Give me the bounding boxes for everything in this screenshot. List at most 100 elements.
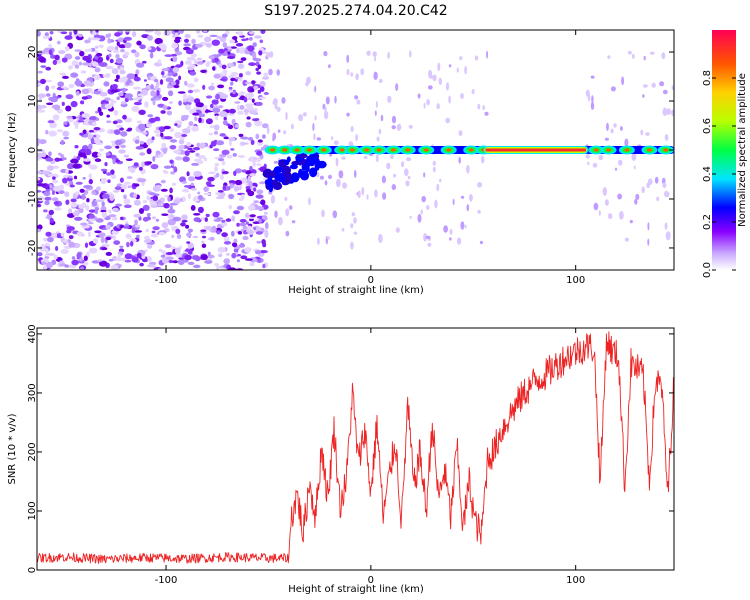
noise-speckle: [254, 35, 262, 39]
noise-speckle: [182, 180, 187, 184]
signal-core: [273, 166, 283, 174]
noise-speckle: [124, 97, 129, 103]
noise-speckle: [144, 101, 149, 108]
signal-speckle: [274, 210, 278, 218]
signal-blob-peak: [624, 148, 630, 152]
snr-y-tick-label: 0: [27, 567, 38, 573]
noise-speckle: [81, 88, 90, 95]
noise-speckle: [210, 82, 215, 86]
noise-speckle: [131, 256, 139, 263]
noise-speckle: [173, 84, 180, 89]
noise-speckle: [245, 81, 253, 85]
signal-speckle: [284, 196, 288, 201]
noise-speckle: [146, 212, 151, 217]
noise-speckle: [213, 148, 220, 152]
noise-speckle: [164, 136, 173, 140]
signal-speckle: [662, 182, 667, 188]
signal-speckle: [460, 221, 465, 230]
noise-speckle: [79, 266, 85, 270]
signal-speckle: [417, 213, 422, 223]
signal-speckle: [466, 164, 470, 174]
signal-speckle: [272, 132, 277, 141]
noise-speckle: [238, 73, 243, 78]
noise-speckle: [157, 59, 162, 64]
noise-speckle: [163, 165, 172, 169]
noise-speckle: [105, 33, 110, 39]
noise-speckle: [54, 207, 62, 211]
noise-speckle: [108, 258, 114, 262]
noise-speckle: [74, 56, 81, 60]
signal-speckle: [342, 182, 348, 189]
signal-speckle: [425, 235, 431, 239]
noise-speckle: [134, 139, 140, 144]
noise-speckle: [161, 68, 169, 72]
noise-region: [37, 30, 270, 270]
signal-speckle: [375, 100, 378, 109]
signal-speckle: [360, 68, 365, 76]
signal-core: [264, 179, 271, 186]
noise-speckle: [184, 80, 188, 86]
noise-speckle: [67, 117, 74, 123]
noise-speckle: [105, 65, 114, 70]
noise-speckle: [237, 60, 244, 64]
spectrogram-x-tick-label: 100: [566, 275, 585, 286]
noise-speckle: [226, 253, 230, 256]
signal-speckle: [395, 83, 399, 92]
signal-speckle: [664, 222, 668, 230]
noise-speckle: [257, 139, 263, 143]
noise-speckle: [37, 82, 42, 87]
noise-speckle: [74, 64, 80, 69]
signal-speckle: [332, 210, 338, 219]
noise-speckle: [40, 65, 47, 68]
noise-speckle: [37, 228, 42, 233]
noise-speckle: [181, 115, 190, 118]
noise-speckle: [169, 187, 173, 194]
noise-speckle: [130, 241, 134, 247]
signal-speckle: [477, 182, 483, 188]
noise-speckle: [52, 165, 60, 169]
noise-speckle: [161, 75, 167, 78]
noise-speckle: [187, 261, 195, 265]
signal-speckle: [439, 178, 442, 183]
signal-speckle: [379, 78, 383, 84]
noise-speckle: [248, 181, 253, 188]
noise-speckle: [65, 105, 72, 112]
noise-speckle: [98, 232, 106, 238]
signal-speckle: [382, 192, 387, 200]
signal-speckle: [417, 93, 421, 99]
noise-speckle: [74, 216, 83, 221]
noise-speckle: [105, 236, 112, 241]
noise-speckle: [70, 202, 78, 208]
colorbar-tick-label: 0.4: [702, 166, 713, 182]
noise-speckle: [68, 235, 74, 240]
noise-speckle: [91, 151, 100, 158]
spectrogram-y-tick-label: 10: [27, 95, 38, 108]
noise-speckle: [64, 46, 70, 52]
noise-speckle: [234, 168, 242, 174]
signal-core: [277, 173, 285, 183]
noise-speckle: [248, 229, 254, 235]
noise-speckle: [248, 37, 253, 41]
noise-speckle: [74, 80, 83, 86]
noise-speckle: [153, 79, 159, 83]
signal-core: [289, 164, 298, 170]
noise-speckle: [49, 122, 57, 129]
noise-speckle: [70, 100, 78, 108]
noise-speckle: [102, 247, 108, 250]
signal-speckle: [474, 55, 479, 61]
noise-speckle: [37, 104, 43, 110]
noise-speckle: [219, 78, 227, 81]
noise-speckle: [236, 259, 240, 263]
noise-speckle: [94, 230, 102, 234]
signal-speckle: [466, 204, 470, 212]
noise-speckle: [38, 56, 46, 63]
signal-speckle: [374, 110, 377, 116]
noise-speckle: [52, 114, 60, 121]
noise-speckle: [77, 152, 86, 158]
noise-speckle: [134, 224, 141, 228]
noise-speckle: [245, 71, 252, 76]
noise-speckle: [161, 71, 165, 76]
noise-speckle: [48, 43, 52, 48]
noise-speckle: [248, 204, 256, 211]
